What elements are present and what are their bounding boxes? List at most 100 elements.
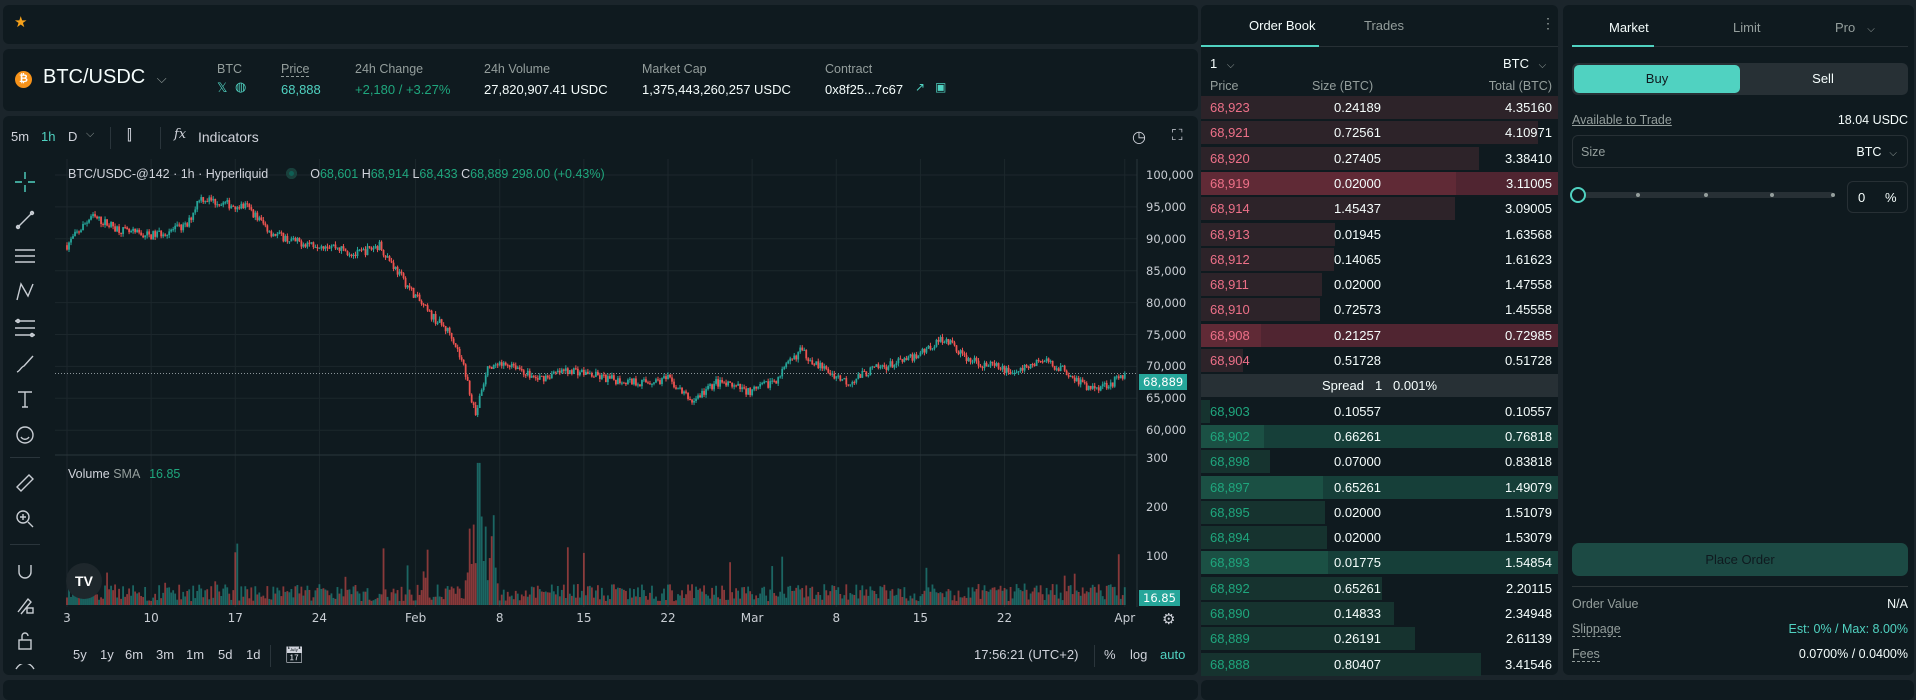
bid-row[interactable]: 68,894 0.02000 1.53079 xyxy=(1201,526,1558,550)
candlestick-icon[interactable]: ⫿ xyxy=(127,127,132,144)
pattern-icon[interactable] xyxy=(14,281,36,303)
size-slider[interactable] xyxy=(1570,185,1838,205)
bid-row[interactable]: 68,889 0.26191 2.61139 xyxy=(1201,627,1558,651)
percent-scale-toggle[interactable]: % xyxy=(1104,647,1116,662)
ask-row[interactable]: 68,921 0.72561 4.10971 xyxy=(1201,121,1558,145)
tab-pro[interactable]: Pro ⌵ xyxy=(1835,20,1875,35)
bid-row[interactable]: 68,893 0.01775 1.54854 xyxy=(1201,551,1558,575)
slippage-label[interactable]: Slippage xyxy=(1572,622,1621,637)
lock-icon[interactable] xyxy=(14,630,36,652)
fullscreen-icon[interactable]: ⛶ xyxy=(1172,127,1183,144)
interval-5m[interactable]: 5m xyxy=(11,129,30,144)
range-5d[interactable]: 5d xyxy=(218,647,233,662)
place-order-button[interactable]: Place Order xyxy=(1572,543,1908,576)
zoom-in-icon[interactable] xyxy=(14,508,36,530)
alert-clock-icon[interactable]: ◷ xyxy=(1132,129,1146,146)
bid-row[interactable]: 68,888 0.80407 3.41546 xyxy=(1201,652,1558,676)
interval-1h[interactable]: 1h xyxy=(41,129,56,144)
volume-tick: 300 xyxy=(1146,451,1168,465)
tick-size-select[interactable]: 1 ⌵ xyxy=(1210,56,1235,71)
ask-row[interactable]: 68,923 0.24189 4.35160 xyxy=(1201,96,1558,119)
go-to-date-icon[interactable]: 📅︎ xyxy=(284,647,305,664)
interval-d[interactable]: D xyxy=(68,129,78,144)
ask-row[interactable]: 68,904 0.51728 0.51728 xyxy=(1201,349,1558,372)
range-1m[interactable]: 1m xyxy=(186,647,205,662)
volume-bar xyxy=(915,600,918,605)
eye-icon[interactable] xyxy=(14,664,36,674)
crosshair-icon[interactable] xyxy=(14,171,36,193)
tab-market[interactable]: Market xyxy=(1609,20,1649,35)
volume-bar xyxy=(242,596,245,605)
volume-bar xyxy=(418,594,421,605)
fx-icon[interactable]: 𝑓x xyxy=(174,127,187,142)
tradingview-logo[interactable]: TV xyxy=(66,563,102,599)
globe-icon[interactable]: ◍ xyxy=(235,79,247,94)
time-tick: 22 xyxy=(660,611,676,625)
unit-select[interactable]: BTC ⌵ xyxy=(1503,56,1547,71)
sell-button[interactable]: Sell xyxy=(1812,71,1834,86)
magnet-icon[interactable] xyxy=(14,560,36,582)
axis-settings-icon[interactable]: ⚙ xyxy=(1162,611,1176,628)
more-options-icon[interactable]: ⋮ xyxy=(1541,15,1555,31)
volume-bar xyxy=(296,584,299,605)
lock-drawing-icon[interactable] xyxy=(14,594,36,616)
candle-body xyxy=(843,378,846,380)
wallet-icon[interactable]: ▣ xyxy=(935,80,947,94)
ask-row[interactable]: 68,919 0.02000 3.11005 xyxy=(1201,171,1558,195)
range-5y[interactable]: 5y xyxy=(73,647,87,662)
trend-line-icon[interactable] xyxy=(14,209,36,231)
bid-row[interactable]: 68,898 0.07000 0.83818 xyxy=(1201,450,1558,474)
range-1d[interactable]: 1d xyxy=(246,647,261,662)
slippage-value[interactable]: Est: 0% / Max: 8.00% xyxy=(1788,622,1909,636)
tab-limit[interactable]: Limit xyxy=(1733,20,1761,35)
external-link-icon[interactable]: ↗ xyxy=(915,80,926,94)
ruler-icon[interactable] xyxy=(14,472,36,494)
percent-input[interactable]: 0 % xyxy=(1847,181,1908,213)
contract-label: Contract xyxy=(825,62,873,76)
chevron-down-icon[interactable]: ⌵ xyxy=(86,128,95,140)
emoji-icon[interactable] xyxy=(14,424,36,446)
x-twitter-icon[interactable]: 𝕏 xyxy=(217,80,228,95)
candle-body xyxy=(122,227,124,234)
fees-label[interactable]: Fees xyxy=(1572,647,1600,662)
volume-bar xyxy=(675,600,677,605)
ask-row[interactable]: 68,911 0.02000 1.47558 xyxy=(1201,273,1558,297)
bid-row[interactable]: 68,892 0.65261 2.20115 xyxy=(1201,576,1558,600)
range-6m[interactable]: 6m xyxy=(125,647,144,662)
buy-button[interactable]: Buy xyxy=(1574,65,1740,93)
slider-handle[interactable] xyxy=(1570,187,1586,203)
ask-row[interactable]: 68,912 0.14065 1.61623 xyxy=(1201,247,1558,271)
pair-selector[interactable]: BTC/USDC ⌵ xyxy=(43,66,167,89)
auto-scale-toggle[interactable]: auto xyxy=(1160,647,1186,662)
candle-body xyxy=(1119,375,1122,379)
text-icon[interactable] xyxy=(14,388,36,410)
ask-row[interactable]: 68,913 0.01945 1.63568 xyxy=(1201,222,1558,246)
ask-row[interactable]: 68,914 1.45437 3.09005 xyxy=(1201,197,1558,221)
range-1y[interactable]: 1y xyxy=(100,647,114,662)
bid-row[interactable]: 68,895 0.02000 1.51079 xyxy=(1201,500,1558,524)
bid-row[interactable]: 68,897 0.65261 1.49079 xyxy=(1201,475,1558,499)
bid-row[interactable]: 68,903 0.10557 0.10557 xyxy=(1201,399,1558,423)
volume-bar xyxy=(765,595,768,605)
tab-order-book[interactable]: Order Book xyxy=(1249,18,1316,33)
ask-row[interactable]: 68,908 0.21257 0.72985 xyxy=(1201,323,1558,347)
available-label[interactable]: Available to Trade xyxy=(1572,113,1672,127)
bid-row[interactable]: 68,902 0.66261 0.76818 xyxy=(1201,424,1558,448)
price-chart[interactable] xyxy=(0,150,1198,670)
brush-icon[interactable] xyxy=(14,353,36,375)
tab-trades[interactable]: Trades xyxy=(1364,18,1404,33)
ask-row[interactable]: 68,920 0.27405 3.38410 xyxy=(1201,146,1558,170)
clock-display[interactable]: 17:56:21 (UTC+2) xyxy=(974,647,1079,662)
bid-row[interactable]: 68,890 0.14833 2.34948 xyxy=(1201,602,1558,625)
fib-icon[interactable] xyxy=(14,317,36,339)
range-3m[interactable]: 3m xyxy=(156,647,175,662)
star-icon[interactable]: ★ xyxy=(14,14,28,31)
size-unit-select[interactable]: BTC ⌵ xyxy=(1856,145,1897,159)
ask-row[interactable]: 68,910 0.72573 1.45558 xyxy=(1201,298,1558,322)
log-scale-toggle[interactable]: log xyxy=(1130,647,1148,662)
candle-body xyxy=(733,385,736,387)
horizontal-lines-icon[interactable] xyxy=(14,245,36,267)
row-price: 68,894 xyxy=(1210,530,1250,546)
size-input[interactable]: Size BTC ⌵ xyxy=(1572,135,1908,168)
indicators-button[interactable]: Indicators xyxy=(198,129,259,145)
